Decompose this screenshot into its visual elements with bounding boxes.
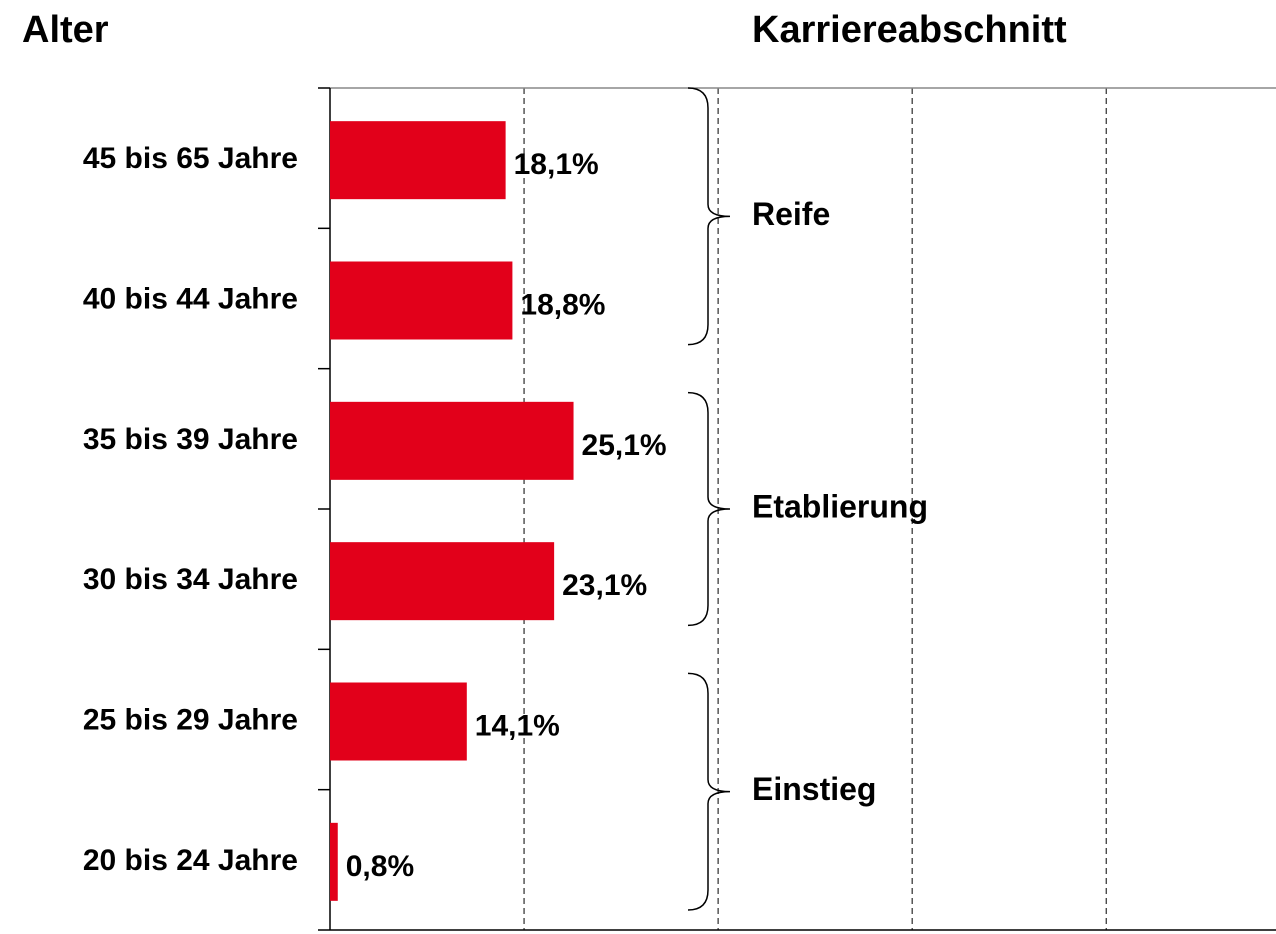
bar xyxy=(330,121,506,200)
data-label: 18,8% xyxy=(520,288,605,321)
data-label: 18,1% xyxy=(514,148,599,181)
data-label: 14,1% xyxy=(475,709,560,742)
y-tick-label: 40 bis 44 Jahre xyxy=(83,282,298,315)
group-label: Reife xyxy=(752,196,830,232)
y-tick-label: 30 bis 34 Jahre xyxy=(83,563,298,596)
bar xyxy=(330,261,513,340)
group-title: Karriereabschnitt xyxy=(752,9,1067,51)
y-tick-label: 25 bis 29 Jahre xyxy=(83,703,298,736)
y-tick-label: 20 bis 24 Jahre xyxy=(83,844,298,877)
group-brace xyxy=(687,391,731,627)
bar xyxy=(330,542,555,621)
group-label: Einstieg xyxy=(752,771,876,807)
bar xyxy=(330,682,467,761)
group-label: Etablierung xyxy=(752,488,928,524)
bar xyxy=(330,401,574,480)
y-tick-label: 45 bis 65 Jahre xyxy=(83,142,298,175)
group-brace xyxy=(687,87,731,346)
y-tick-label: 35 bis 39 Jahre xyxy=(83,423,298,456)
bar xyxy=(330,822,338,901)
data-label: 25,1% xyxy=(582,429,667,462)
data-label: 23,1% xyxy=(562,569,647,602)
group-brace xyxy=(687,672,731,911)
data-label: 0,8% xyxy=(346,850,414,883)
y-axis-title: Alter xyxy=(22,9,109,51)
